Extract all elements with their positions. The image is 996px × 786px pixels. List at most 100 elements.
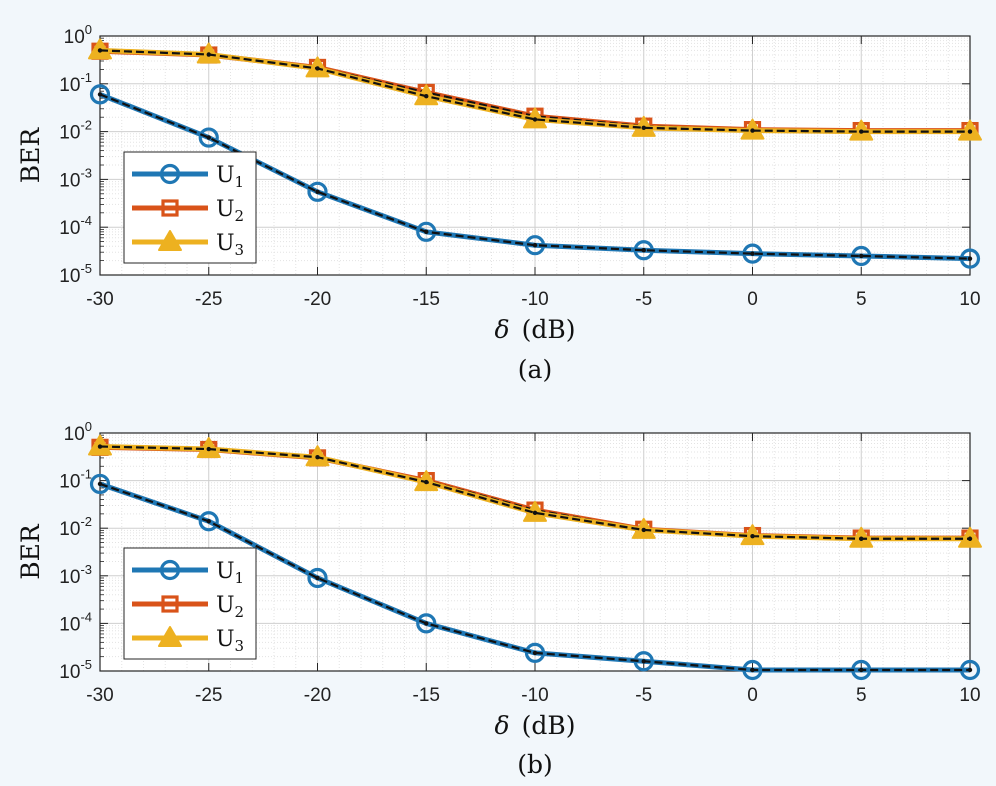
x-tick-label: -5 xyxy=(635,685,652,706)
y-tick-base: 10 xyxy=(59,170,80,191)
x-tick-label: -20 xyxy=(304,685,331,706)
y-tick-base: 10 xyxy=(59,567,80,588)
theory-dot xyxy=(315,189,320,195)
y-tick-exponent: -5 xyxy=(80,657,92,672)
legend-item-u3: U3 xyxy=(132,230,244,259)
y-tick-exponent: -1 xyxy=(80,70,92,85)
x-tick-label: 10 xyxy=(959,289,980,310)
legend-label: U2 xyxy=(216,197,244,225)
x-tick-label: -30 xyxy=(86,685,113,706)
theory-dot xyxy=(641,125,646,131)
y-tick-label: 10-3 xyxy=(59,562,92,588)
y-tick-label: 10-1 xyxy=(59,467,92,493)
theory-dot xyxy=(206,519,211,524)
y-tick-exponent: 0 xyxy=(85,22,92,37)
data-point-marker xyxy=(198,127,219,148)
y-tick-exponent: -2 xyxy=(80,118,92,133)
y-tick-exponent: -1 xyxy=(80,467,92,482)
y-tick-label: 10-1 xyxy=(59,70,92,96)
theory-dot xyxy=(859,536,864,541)
x-axis-unit: (dB) xyxy=(522,315,576,344)
y-tick-base: 10 xyxy=(59,218,80,239)
legend-item-u1: U1 xyxy=(132,559,244,587)
legend-item-u1: U1 xyxy=(132,163,244,191)
theory-dot xyxy=(315,66,320,71)
y-tick-label: 10-5 xyxy=(59,261,92,287)
theory-dot xyxy=(97,481,103,487)
x-tick-label: -30 xyxy=(86,289,113,310)
x-tick-label: -15 xyxy=(413,289,440,310)
theory-dot xyxy=(206,135,211,140)
panel-b: -30 -25 -20 -15 -10 -5 0 5 1010010-110-210-310-4… xyxy=(16,419,982,779)
theory-dot xyxy=(967,667,973,673)
y-tick-base: 10 xyxy=(64,424,85,445)
y-tick-exponent: -5 xyxy=(80,261,92,276)
legend-item-u2: U2 xyxy=(132,197,244,225)
theory-dot xyxy=(750,128,755,133)
y-tick-exponent: -4 xyxy=(80,213,92,228)
theory-dot xyxy=(424,94,429,99)
theory-dot xyxy=(206,52,211,57)
theory-dot xyxy=(97,92,103,97)
y-tick-base: 10 xyxy=(59,75,80,96)
x-tick-label: 5 xyxy=(856,685,867,706)
y-tick-base: 10 xyxy=(64,27,85,48)
y-tick-label: 10-5 xyxy=(59,657,92,683)
y-tick-label: 10-4 xyxy=(59,213,92,239)
data-point-marker xyxy=(198,511,219,532)
data-point-marker xyxy=(307,181,328,202)
y-tick-label: 100 xyxy=(64,419,92,445)
theory-dot xyxy=(424,621,429,626)
y-tick-exponent: -3 xyxy=(80,562,92,577)
x-tick-label: -20 xyxy=(304,289,331,310)
theory-dot xyxy=(967,129,973,134)
y-tick-base: 10 xyxy=(59,472,80,493)
legend-label-name: U xyxy=(216,593,235,618)
legend-marker xyxy=(158,626,182,647)
data-point-marker xyxy=(307,567,328,589)
legend-label-subscript: 1 xyxy=(235,569,245,587)
legend-label-subscript: 1 xyxy=(235,173,245,191)
legend-label: U1 xyxy=(216,163,244,191)
theory-dot xyxy=(532,117,538,122)
panel-label: (b) xyxy=(517,750,553,779)
y-axis-label: BER xyxy=(16,127,45,184)
series-u1 xyxy=(89,473,981,681)
y-tick-exponent: -2 xyxy=(80,514,92,529)
theory-dot xyxy=(859,129,864,134)
y-tick-base: 10 xyxy=(59,123,80,144)
y-tick-label: 10-3 xyxy=(59,165,92,191)
x-tick-label: -15 xyxy=(413,685,440,706)
data-point-marker xyxy=(524,642,546,664)
x-axis-symbol: δ xyxy=(495,315,510,344)
theory-dot xyxy=(424,479,429,485)
legend-label-name: U xyxy=(216,627,235,652)
series-u3 xyxy=(88,38,982,141)
y-tick-base: 10 xyxy=(59,519,80,540)
y-tick-exponent: -3 xyxy=(80,165,92,180)
x-tick-label: -25 xyxy=(195,685,222,706)
x-tick-label: -10 xyxy=(521,289,548,310)
panel-label: (a) xyxy=(518,355,552,384)
x-tick-label: 0 xyxy=(747,289,758,310)
x-axis-label: δ (dB) xyxy=(495,711,576,740)
legend-marker xyxy=(159,559,181,581)
theory-dot xyxy=(859,253,864,259)
theory-dot xyxy=(206,446,211,452)
legend-item-u3: U3 xyxy=(132,626,245,655)
theory-dashed-line xyxy=(99,49,970,133)
y-tick-label: 10-2 xyxy=(59,118,92,144)
legend-label-subscript: 3 xyxy=(235,637,245,655)
theory-dot xyxy=(750,667,755,673)
y-tick-label: 100 xyxy=(64,22,92,48)
theory-dot xyxy=(315,575,320,581)
theory-dot xyxy=(97,48,103,53)
legend-label-name: U xyxy=(216,231,235,256)
theory-dot xyxy=(859,667,864,673)
legend-marker xyxy=(161,199,179,217)
y-tick-base: 10 xyxy=(59,614,80,635)
theory-dot xyxy=(315,455,320,460)
x-tick-label: -25 xyxy=(195,289,222,310)
